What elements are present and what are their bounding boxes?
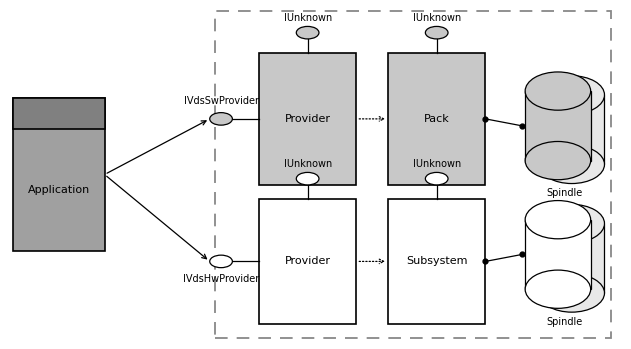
Text: Provider: Provider xyxy=(285,257,331,266)
Ellipse shape xyxy=(539,145,604,184)
Ellipse shape xyxy=(539,205,604,243)
Circle shape xyxy=(297,172,319,185)
Ellipse shape xyxy=(539,274,604,312)
Bar xyxy=(539,223,604,293)
Bar xyxy=(539,95,604,164)
Text: IUnknown: IUnknown xyxy=(283,159,332,169)
Ellipse shape xyxy=(525,141,591,180)
Bar xyxy=(13,98,105,129)
Bar xyxy=(525,220,591,289)
Text: Subsystem: Subsystem xyxy=(406,257,468,266)
Text: IUnknown: IUnknown xyxy=(283,13,332,23)
Text: Application: Application xyxy=(28,185,90,195)
Bar xyxy=(525,91,591,161)
Text: Provider: Provider xyxy=(285,114,331,124)
Bar xyxy=(388,199,485,324)
Text: IUnknown: IUnknown xyxy=(413,159,461,169)
Bar xyxy=(259,53,357,185)
Ellipse shape xyxy=(539,76,604,114)
Ellipse shape xyxy=(525,270,591,308)
Ellipse shape xyxy=(525,201,591,239)
Bar xyxy=(13,98,105,251)
Text: IVdsSwProvider: IVdsSwProvider xyxy=(184,96,259,106)
Text: Spindle: Spindle xyxy=(546,188,582,198)
Bar xyxy=(215,11,611,338)
Circle shape xyxy=(425,27,448,39)
Text: IVdsHwProvider: IVdsHwProvider xyxy=(183,274,259,284)
Bar xyxy=(388,53,485,185)
Text: IUnknown: IUnknown xyxy=(413,13,461,23)
Bar xyxy=(259,199,357,324)
Circle shape xyxy=(209,255,232,268)
Circle shape xyxy=(425,172,448,185)
Text: Spindle: Spindle xyxy=(546,317,582,327)
Circle shape xyxy=(297,27,319,39)
Ellipse shape xyxy=(525,72,591,110)
Text: Pack: Pack xyxy=(424,114,449,124)
Circle shape xyxy=(209,113,232,125)
